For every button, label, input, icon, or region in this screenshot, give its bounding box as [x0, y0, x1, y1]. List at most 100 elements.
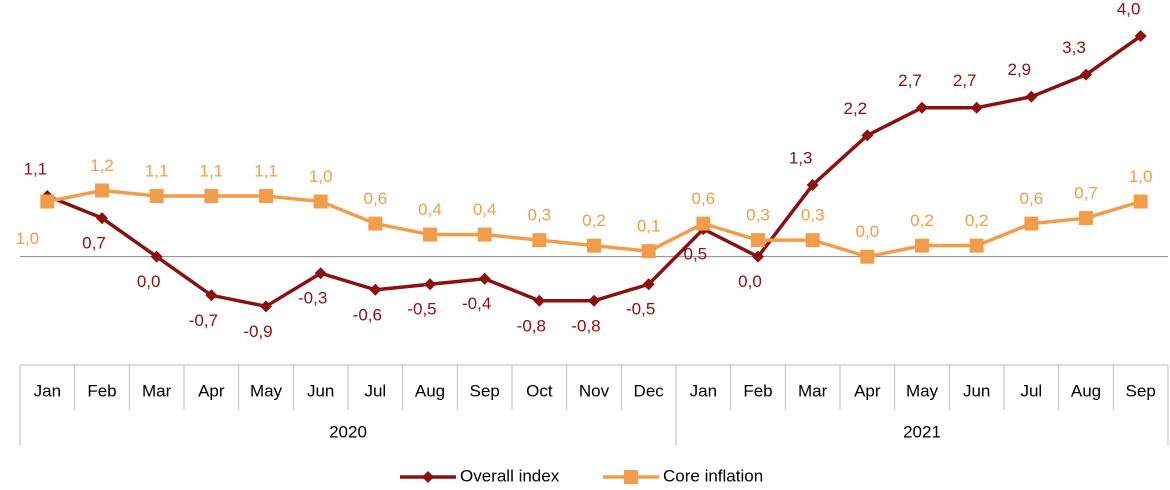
- marker: [806, 178, 819, 191]
- data-label: -0,9: [243, 322, 272, 341]
- x-tick-label: Sep: [1126, 381, 1156, 400]
- marker: [587, 238, 601, 253]
- data-label: 0,0: [856, 222, 880, 241]
- marker: [641, 244, 656, 259]
- marker: [95, 183, 109, 198]
- marker: [1134, 30, 1147, 43]
- legend-label: Overall index: [460, 466, 560, 485]
- x-tick-label: Apr: [854, 381, 881, 400]
- data-label: -0,4: [462, 294, 491, 313]
- data-label: -0,8: [517, 316, 546, 335]
- legend-marker: [624, 470, 638, 484]
- data-label: 1,0: [16, 229, 40, 248]
- marker: [478, 272, 491, 285]
- x-tick-label: Feb: [87, 381, 116, 400]
- data-label: 2,7: [953, 71, 977, 90]
- marker: [1024, 216, 1039, 231]
- data-label: 0,5: [684, 245, 708, 264]
- data-label: 1,0: [309, 167, 333, 186]
- data-label: 0,3: [528, 206, 552, 225]
- x-tick-label: Feb: [743, 381, 772, 400]
- data-label: 2,9: [1008, 60, 1032, 79]
- x-tick-label: Nov: [579, 381, 610, 400]
- x-tick-label: Aug: [1071, 381, 1101, 400]
- marker: [260, 300, 272, 313]
- marker: [96, 212, 108, 225]
- marker: [205, 289, 218, 302]
- marker: [368, 216, 383, 231]
- data-label: 0,4: [473, 200, 497, 219]
- marker: [369, 283, 382, 296]
- data-label: 2,2: [844, 99, 868, 118]
- marker: [477, 227, 492, 242]
- data-label: 1,3: [789, 148, 813, 167]
- x-group-label: 2021: [903, 422, 941, 441]
- x-tick-label: Mar: [142, 381, 172, 400]
- data-label: 0,2: [910, 211, 934, 230]
- data-label: -0,6: [353, 305, 382, 324]
- marker: [259, 189, 273, 203]
- data-label: 0,3: [746, 206, 770, 225]
- marker: [532, 233, 547, 248]
- marker: [588, 294, 600, 307]
- data-label: 1,1: [200, 161, 224, 180]
- data-label: 2,7: [898, 71, 922, 90]
- data-label: -0,5: [407, 300, 436, 319]
- x-tick-label: Mar: [798, 381, 828, 400]
- data-label: 0,2: [582, 211, 606, 230]
- data-label: 1,1: [254, 161, 278, 180]
- x-tick-label: Jun: [963, 381, 990, 400]
- marker: [533, 294, 546, 307]
- data-label: -0,7: [189, 311, 218, 330]
- data-label: 0,4: [418, 200, 442, 219]
- data-label: 0,6: [1020, 189, 1044, 208]
- marker: [423, 227, 437, 242]
- data-label: -0,5: [626, 300, 655, 319]
- x-tick-label: May: [906, 381, 939, 400]
- data-label: 1,1: [145, 161, 169, 180]
- marker: [149, 189, 164, 203]
- marker: [860, 249, 875, 264]
- data-label: 4,0: [1117, 0, 1141, 19]
- marker: [751, 233, 765, 248]
- x-tick-label: Jul: [1020, 381, 1042, 400]
- x-tick-label: Aug: [415, 381, 445, 400]
- marker: [1025, 90, 1038, 103]
- marker: [40, 194, 55, 209]
- data-label: 0,0: [738, 272, 762, 291]
- data-label: 0,6: [364, 189, 388, 208]
- x-tick-label: Jan: [34, 381, 61, 400]
- x-tick-label: Sep: [470, 381, 500, 400]
- x-tick-label: Jan: [690, 381, 717, 400]
- x-tick-label: Apr: [198, 381, 225, 400]
- data-label: 0,3: [801, 206, 825, 225]
- marker: [970, 101, 983, 114]
- x-group-label: 2020: [329, 422, 367, 441]
- marker: [1079, 211, 1093, 226]
- legend-label: Core inflation: [663, 466, 763, 485]
- data-label: 0,2: [965, 211, 989, 230]
- data-label: -0,3: [298, 289, 327, 308]
- data-label: 1,0: [1129, 167, 1153, 186]
- data-label: 1,2: [90, 156, 114, 175]
- marker: [1080, 68, 1092, 81]
- marker: [916, 101, 928, 114]
- marker: [314, 267, 327, 280]
- marker: [150, 250, 163, 263]
- data-label: 0,1: [637, 217, 661, 236]
- x-tick-label: Jul: [364, 381, 386, 400]
- marker: [1133, 194, 1148, 209]
- marker: [313, 194, 328, 209]
- data-label: 1,1: [24, 159, 48, 178]
- marker: [642, 278, 655, 291]
- marker: [861, 129, 874, 142]
- marker: [204, 189, 219, 203]
- marker: [696, 216, 711, 231]
- marker: [424, 278, 436, 291]
- data-label: 0,7: [82, 234, 106, 253]
- x-tick-label: Dec: [634, 381, 665, 400]
- legend-marker: [422, 471, 434, 483]
- marker: [805, 233, 820, 248]
- x-tick-label: Jun: [307, 381, 334, 400]
